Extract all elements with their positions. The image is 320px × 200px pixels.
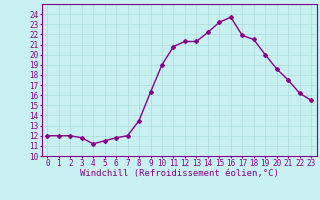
X-axis label: Windchill (Refroidissement éolien,°C): Windchill (Refroidissement éolien,°C) — [80, 169, 279, 178]
